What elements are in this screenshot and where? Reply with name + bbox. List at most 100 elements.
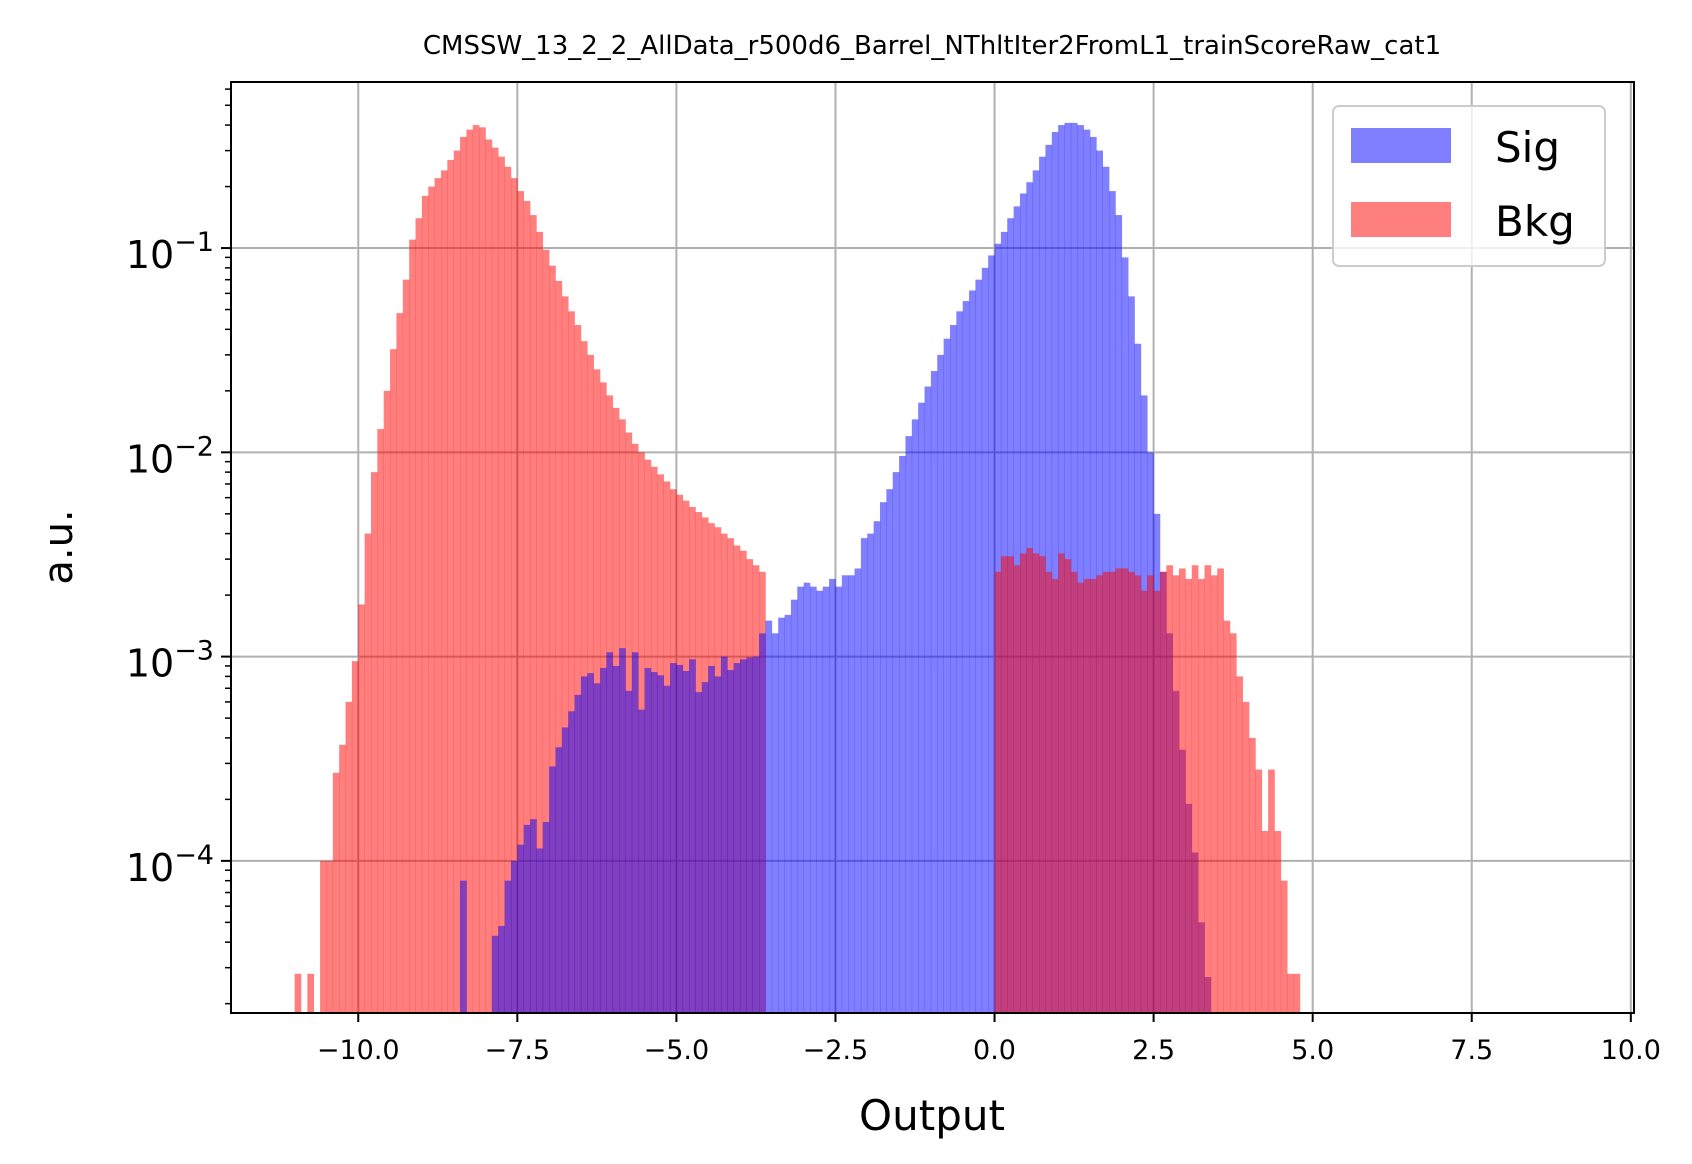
- bar-sig: [1077, 125, 1084, 1013]
- bar-sig: [975, 279, 983, 1013]
- bar-bkg: [421, 195, 429, 1013]
- bar-bkg: [1223, 620, 1231, 1013]
- legend-label-sig: Sig: [1495, 123, 1560, 172]
- bar-bkg: [536, 231, 544, 1013]
- bar-bkg: [1089, 578, 1097, 1013]
- bar-bkg: [396, 313, 404, 1013]
- bar-bkg: [1166, 565, 1173, 1013]
- bar-sig: [663, 685, 671, 1013]
- bar-bkg: [1070, 571, 1078, 1013]
- bar-bkg: [555, 280, 563, 1014]
- bar-sig: [784, 614, 792, 1013]
- bar-sig: [606, 652, 614, 1013]
- bar-bkg: [472, 125, 480, 1013]
- bar-sig: [905, 436, 913, 1013]
- bar-bkg: [561, 296, 569, 1013]
- bar-sig: [848, 575, 855, 1013]
- bar-sig: [587, 673, 594, 1013]
- bar-sig: [682, 671, 690, 1013]
- bar-bkg: [1102, 571, 1110, 1013]
- bar-bkg: [415, 218, 423, 1013]
- bar-sig: [619, 648, 626, 1013]
- bar-sig: [797, 586, 804, 1013]
- chart-title: CMSSW_13_2_2_AllData_r500d6_Barrel_NThlt…: [423, 31, 1441, 61]
- legend: Sig Bkg: [1332, 105, 1606, 267]
- bar-bkg: [1000, 556, 1008, 1013]
- bar-sig: [689, 659, 696, 1013]
- bar-bkg: [1058, 553, 1065, 1013]
- bar-sig: [549, 766, 556, 1013]
- bar-bkg: [1242, 701, 1250, 1013]
- bar-sig: [714, 676, 722, 1013]
- bar-bkg: [307, 973, 315, 1013]
- bar-sig: [803, 582, 811, 1013]
- bar-bkg: [510, 178, 518, 1014]
- bar-sig: [542, 821, 550, 1013]
- bar-bkg: [1045, 571, 1053, 1013]
- bar-sig: [771, 633, 779, 1013]
- bar-bkg: [1096, 575, 1103, 1013]
- bar-sig: [733, 663, 741, 1013]
- bar-sig: [969, 290, 976, 1014]
- bar-bkg: [504, 166, 512, 1013]
- bar-bkg: [1293, 973, 1301, 1013]
- bar-bkg: [460, 136, 467, 1014]
- bar-sig: [517, 844, 524, 1013]
- x-tick-label: 5.0: [1291, 1035, 1334, 1066]
- bar-sig: [740, 659, 747, 1013]
- bar-sig: [676, 664, 684, 1013]
- bar-bkg: [383, 390, 391, 1014]
- bar-bkg: [1198, 578, 1205, 1013]
- bar-bkg: [402, 279, 410, 1013]
- bar-sig: [854, 568, 862, 1013]
- bar-sig: [746, 657, 754, 1013]
- bar-sig: [695, 692, 703, 1013]
- bar-sig: [1051, 131, 1059, 1014]
- bar-sig: [886, 489, 894, 1013]
- bar-bkg: [1051, 578, 1059, 1013]
- bar-bkg: [1083, 578, 1091, 1013]
- bar-bkg: [1115, 568, 1123, 1013]
- bar-bkg: [1268, 769, 1275, 1013]
- bar-bkg: [994, 571, 1002, 1013]
- bar-bkg: [1147, 575, 1154, 1013]
- legend-swatch-bkg: [1351, 202, 1451, 237]
- bar-bkg: [1274, 831, 1282, 1013]
- bar-bkg: [447, 159, 454, 1013]
- bar-bkg: [332, 772, 340, 1013]
- bar-bkg: [428, 186, 435, 1013]
- bar-sig: [956, 311, 964, 1014]
- bar-bkg: [1191, 565, 1199, 1013]
- bar-bkg: [1039, 556, 1046, 1013]
- bar-sig: [593, 683, 601, 1013]
- bar-sig: [504, 880, 512, 1013]
- bar-bkg: [390, 349, 397, 1013]
- bar-bkg: [542, 249, 550, 1014]
- bar-bkg: [491, 147, 499, 1013]
- bar-bkg: [498, 156, 505, 1013]
- bar-sig: [892, 472, 900, 1013]
- bar-sig: [835, 586, 843, 1013]
- bar-bkg: [351, 661, 359, 1013]
- bar-bkg: [1255, 769, 1263, 1013]
- bar-bkg: [1077, 582, 1084, 1013]
- bar-bkg: [345, 701, 353, 1013]
- bar-sig: [937, 354, 944, 1013]
- x-tick-label: 0.0: [973, 1035, 1016, 1066]
- bar-bkg: [1013, 565, 1021, 1013]
- bar-sig: [899, 455, 906, 1013]
- x-axis-label: Output: [859, 1091, 1005, 1140]
- bar-bkg: [453, 150, 461, 1014]
- bar-sig: [790, 599, 798, 1013]
- x-tick-label: 7.5: [1450, 1035, 1493, 1066]
- bar-sig: [918, 402, 925, 1013]
- bar-sig: [930, 371, 938, 1013]
- bar-bkg: [1204, 565, 1212, 1013]
- x-tick-label: −10.0: [317, 1035, 400, 1066]
- bar-bkg: [320, 860, 327, 1013]
- legend-swatch-sig: [1351, 128, 1451, 163]
- bar-bkg: [1210, 575, 1218, 1013]
- bar-sig: [638, 709, 645, 1013]
- bar-bkg: [1249, 737, 1256, 1013]
- y-tick-label: 10−2: [126, 431, 214, 481]
